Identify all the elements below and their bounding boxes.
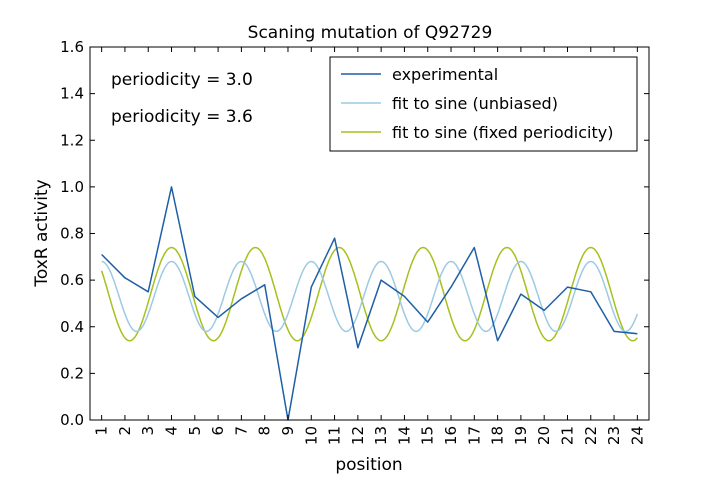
ticks-layer: 0.00.20.40.60.81.01.21.41.61 2 3 4 5 6 7 8 9 10 11… — [60, 38, 649, 445]
series-line-experimental — [101, 186, 638, 421]
annotation-periodicity-unbiased: periodicity = 3.0 — [111, 70, 253, 90]
legend-label-fixed: fit to sine (fixed periodicity) — [392, 123, 613, 142]
x-tick-label: 21 — [559, 426, 577, 445]
x-axis-label: position — [335, 455, 402, 475]
x-tick-label: 2 — [116, 426, 134, 436]
series-line-sine-fixed — [100, 246, 638, 342]
legend: experimental fit to sine (unbiased) fit … — [329, 56, 638, 152]
y-tick-label: 0.0 — [60, 411, 84, 429]
x-tick-label: 3 — [139, 426, 157, 436]
y-tick-label: 1.2 — [60, 131, 84, 149]
x-tick-label: 10 — [302, 426, 320, 445]
legend-label-unbiased: fit to sine (unbiased) — [392, 94, 558, 113]
x-tick-label: 7 — [232, 426, 250, 436]
x-tick-label: 4 — [163, 426, 181, 436]
x-tick-label: 24 — [628, 426, 646, 445]
x-tick-label: 22 — [582, 426, 600, 445]
x-tick-label: 23 — [605, 426, 623, 445]
y-axis-label: ToxR activity — [32, 179, 52, 287]
x-tick-label: 5 — [186, 426, 204, 436]
x-tick-label: 6 — [209, 426, 227, 436]
x-tick-label: 14 — [395, 426, 413, 445]
x-tick-label: 12 — [349, 426, 367, 445]
plot-frame — [89, 46, 650, 421]
x-tick-label: 16 — [442, 426, 460, 445]
chart-title: Scaning mutation of Q92729 — [248, 23, 493, 43]
x-tick-label: 13 — [372, 426, 390, 445]
x-tick-label: 1 — [93, 426, 111, 436]
y-tick-label: 1.4 — [60, 85, 84, 103]
y-tick-label: 0.8 — [60, 225, 84, 243]
annotation-periodicity-fixed: periodicity = 3.6 — [111, 107, 253, 127]
x-tick-label: 17 — [465, 426, 483, 445]
y-tick-label: 0.4 — [60, 318, 84, 336]
y-tick-label: 1.6 — [60, 38, 84, 56]
x-tick-label: 9 — [279, 426, 297, 436]
y-tick-label: 0.6 — [60, 271, 84, 289]
y-tick-label: 0.2 — [60, 364, 84, 382]
x-tick-label: 18 — [489, 426, 507, 445]
y-tick-label: 1.0 — [60, 178, 84, 196]
x-tick-label: 20 — [535, 426, 553, 445]
series-line-sine-unbiased — [101, 260, 639, 333]
x-tick-label: 11 — [326, 426, 344, 445]
legend-frame — [329, 56, 638, 152]
x-tick-label: 8 — [256, 426, 274, 436]
series-layer — [100, 186, 639, 421]
x-tick-label: 15 — [419, 426, 437, 445]
x-tick-label: 19 — [512, 426, 530, 445]
legend-label-experimental: experimental — [392, 65, 498, 84]
